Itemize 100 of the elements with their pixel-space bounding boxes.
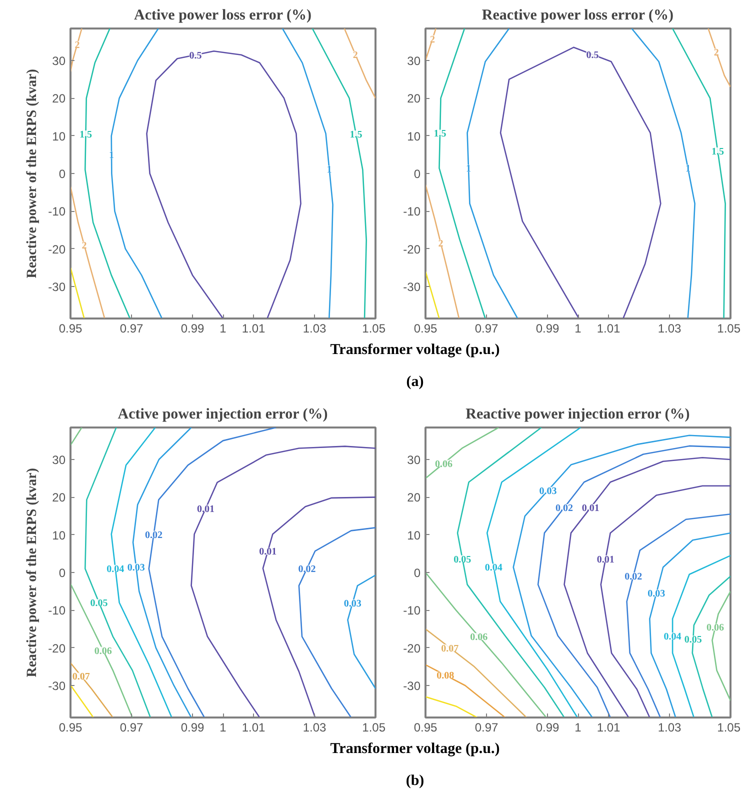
y-tick-label: -30 bbox=[403, 280, 421, 294]
series-label: 0.04 bbox=[484, 562, 502, 574]
series-label: 0.05 bbox=[90, 598, 108, 610]
y-tick-label: 30 bbox=[407, 453, 421, 468]
x-tick-label: 0.97 bbox=[120, 322, 144, 336]
series-label: 0.06 bbox=[435, 458, 453, 470]
series-label: 0.04 bbox=[106, 564, 124, 575]
line-series bbox=[626, 513, 730, 718]
series-label: 1.5 bbox=[350, 129, 362, 140]
series-label: 0.06 bbox=[470, 632, 488, 644]
series-label: 2 bbox=[74, 40, 80, 52]
line-series bbox=[190, 446, 376, 718]
series-label: 0.06 bbox=[706, 622, 724, 634]
y-tick-label: 0 bbox=[58, 167, 66, 181]
chart-title: Reactive power loss error (%) bbox=[482, 8, 674, 24]
series-label: 0.01 bbox=[582, 503, 600, 514]
series-label: 0.07 bbox=[441, 643, 459, 654]
line-series bbox=[466, 28, 518, 318]
line-series bbox=[649, 532, 730, 718]
y-tick-label: 20 bbox=[52, 490, 66, 505]
series-label: 0.01 bbox=[259, 546, 277, 558]
y-tick-label: -10 bbox=[403, 604, 421, 618]
line-series bbox=[486, 428, 582, 718]
series-label: 1 bbox=[326, 164, 332, 176]
series-label: 0.05 bbox=[454, 554, 472, 566]
line-series bbox=[672, 28, 726, 318]
x-tick-label: 1.03 bbox=[302, 720, 327, 734]
chart-title: Active power injection error (%) bbox=[118, 406, 328, 422]
series-label: 1 bbox=[685, 164, 690, 175]
x-tick-label: 1 bbox=[220, 720, 227, 734]
x-tick-label: 0.97 bbox=[120, 720, 144, 734]
x-axis-title: Transformer voltage (p.u.) bbox=[330, 341, 500, 360]
series-label: 2 bbox=[430, 34, 436, 46]
x-axis-title: Transformer voltage (p.u.) bbox=[330, 740, 500, 759]
line-series bbox=[70, 583, 134, 718]
line-series bbox=[312, 28, 367, 318]
line-series bbox=[282, 28, 334, 318]
y-tick-label: 0 bbox=[414, 566, 421, 580]
y-axis-title: Reactive power of the ERPS (kvar) bbox=[25, 468, 40, 678]
x-tick-label: 1.01 bbox=[242, 322, 266, 336]
y-tick-label: -10 bbox=[48, 204, 66, 219]
y-tick-label: -20 bbox=[403, 641, 421, 656]
series-label: 2 bbox=[352, 50, 358, 61]
series-label: 0.02 bbox=[298, 564, 316, 575]
y-tick-label: -20 bbox=[48, 242, 66, 256]
x-tick-label: 0.97 bbox=[474, 322, 499, 336]
series-label: 0.03 bbox=[127, 562, 145, 574]
series-label: 0.06 bbox=[94, 646, 112, 657]
x-tick-label: 0.95 bbox=[58, 720, 83, 734]
x-tick-label: 1.05 bbox=[717, 720, 741, 734]
x-tick-label: 0.95 bbox=[414, 322, 438, 336]
y-tick-label: 20 bbox=[407, 490, 421, 505]
x-tick-label: 0.95 bbox=[414, 720, 438, 734]
y-tick-label: -30 bbox=[48, 280, 66, 294]
x-tick-label: 1 bbox=[220, 322, 227, 336]
y-tick-label: 10 bbox=[407, 528, 421, 542]
line-series bbox=[70, 186, 106, 318]
series-label: 0.01 bbox=[596, 554, 614, 566]
y-tick-label: 10 bbox=[52, 129, 66, 144]
series-label: 1.5 bbox=[434, 128, 446, 140]
y-tick-label: 20 bbox=[407, 92, 421, 106]
line-series bbox=[146, 50, 302, 318]
series-label: 0.02 bbox=[556, 503, 574, 514]
chart-title: Reactive power injection error (%) bbox=[466, 406, 690, 422]
x-tick-label: 1.03 bbox=[658, 322, 682, 336]
x-tick-label: 1.03 bbox=[302, 322, 327, 336]
x-tick-label: 1.05 bbox=[362, 720, 386, 734]
series-label: 0.03 bbox=[539, 486, 557, 497]
x-tick-label: 1 bbox=[574, 720, 582, 734]
series-label: 1 bbox=[466, 164, 472, 175]
series-label: 1 bbox=[109, 150, 114, 162]
y-tick-label: -20 bbox=[403, 242, 421, 256]
line-series bbox=[110, 28, 163, 318]
series-label: 0.02 bbox=[145, 530, 163, 541]
text: (a) bbox=[406, 373, 424, 392]
series-label: 0.03 bbox=[648, 588, 666, 600]
x-tick-label: 1.01 bbox=[242, 720, 266, 734]
x-tick-label: 0.99 bbox=[536, 720, 560, 734]
x-tick-label: 1.05 bbox=[717, 322, 741, 336]
y-axis-title: Reactive power of the ERPS (kvar) bbox=[25, 68, 40, 278]
line-series bbox=[426, 184, 460, 318]
series-label: 0.01 bbox=[197, 504, 215, 515]
series-label: 1.5 bbox=[711, 146, 724, 158]
x-tick-label: 1.03 bbox=[658, 720, 682, 734]
series-label: 2 bbox=[82, 240, 87, 252]
y-tick-label: -30 bbox=[48, 678, 66, 693]
y-tick-label: 30 bbox=[407, 54, 421, 68]
series-label: 1.5 bbox=[80, 129, 92, 140]
series-label: 2 bbox=[714, 48, 719, 59]
x-tick-label: 1 bbox=[574, 322, 582, 336]
x-tick-label: 1.05 bbox=[362, 322, 386, 336]
series-label: 0.07 bbox=[72, 672, 90, 683]
chart-title: Active power loss error (%) bbox=[134, 8, 312, 24]
line-series bbox=[631, 28, 696, 318]
series-label: 0.5 bbox=[586, 50, 599, 61]
y-tick-label: 0 bbox=[58, 566, 66, 580]
x-tick-label: 0.97 bbox=[474, 720, 499, 734]
series-label: 0.02 bbox=[624, 571, 642, 582]
x-tick-label: 0.95 bbox=[58, 322, 83, 336]
x-tick-label: 0.99 bbox=[180, 322, 205, 336]
